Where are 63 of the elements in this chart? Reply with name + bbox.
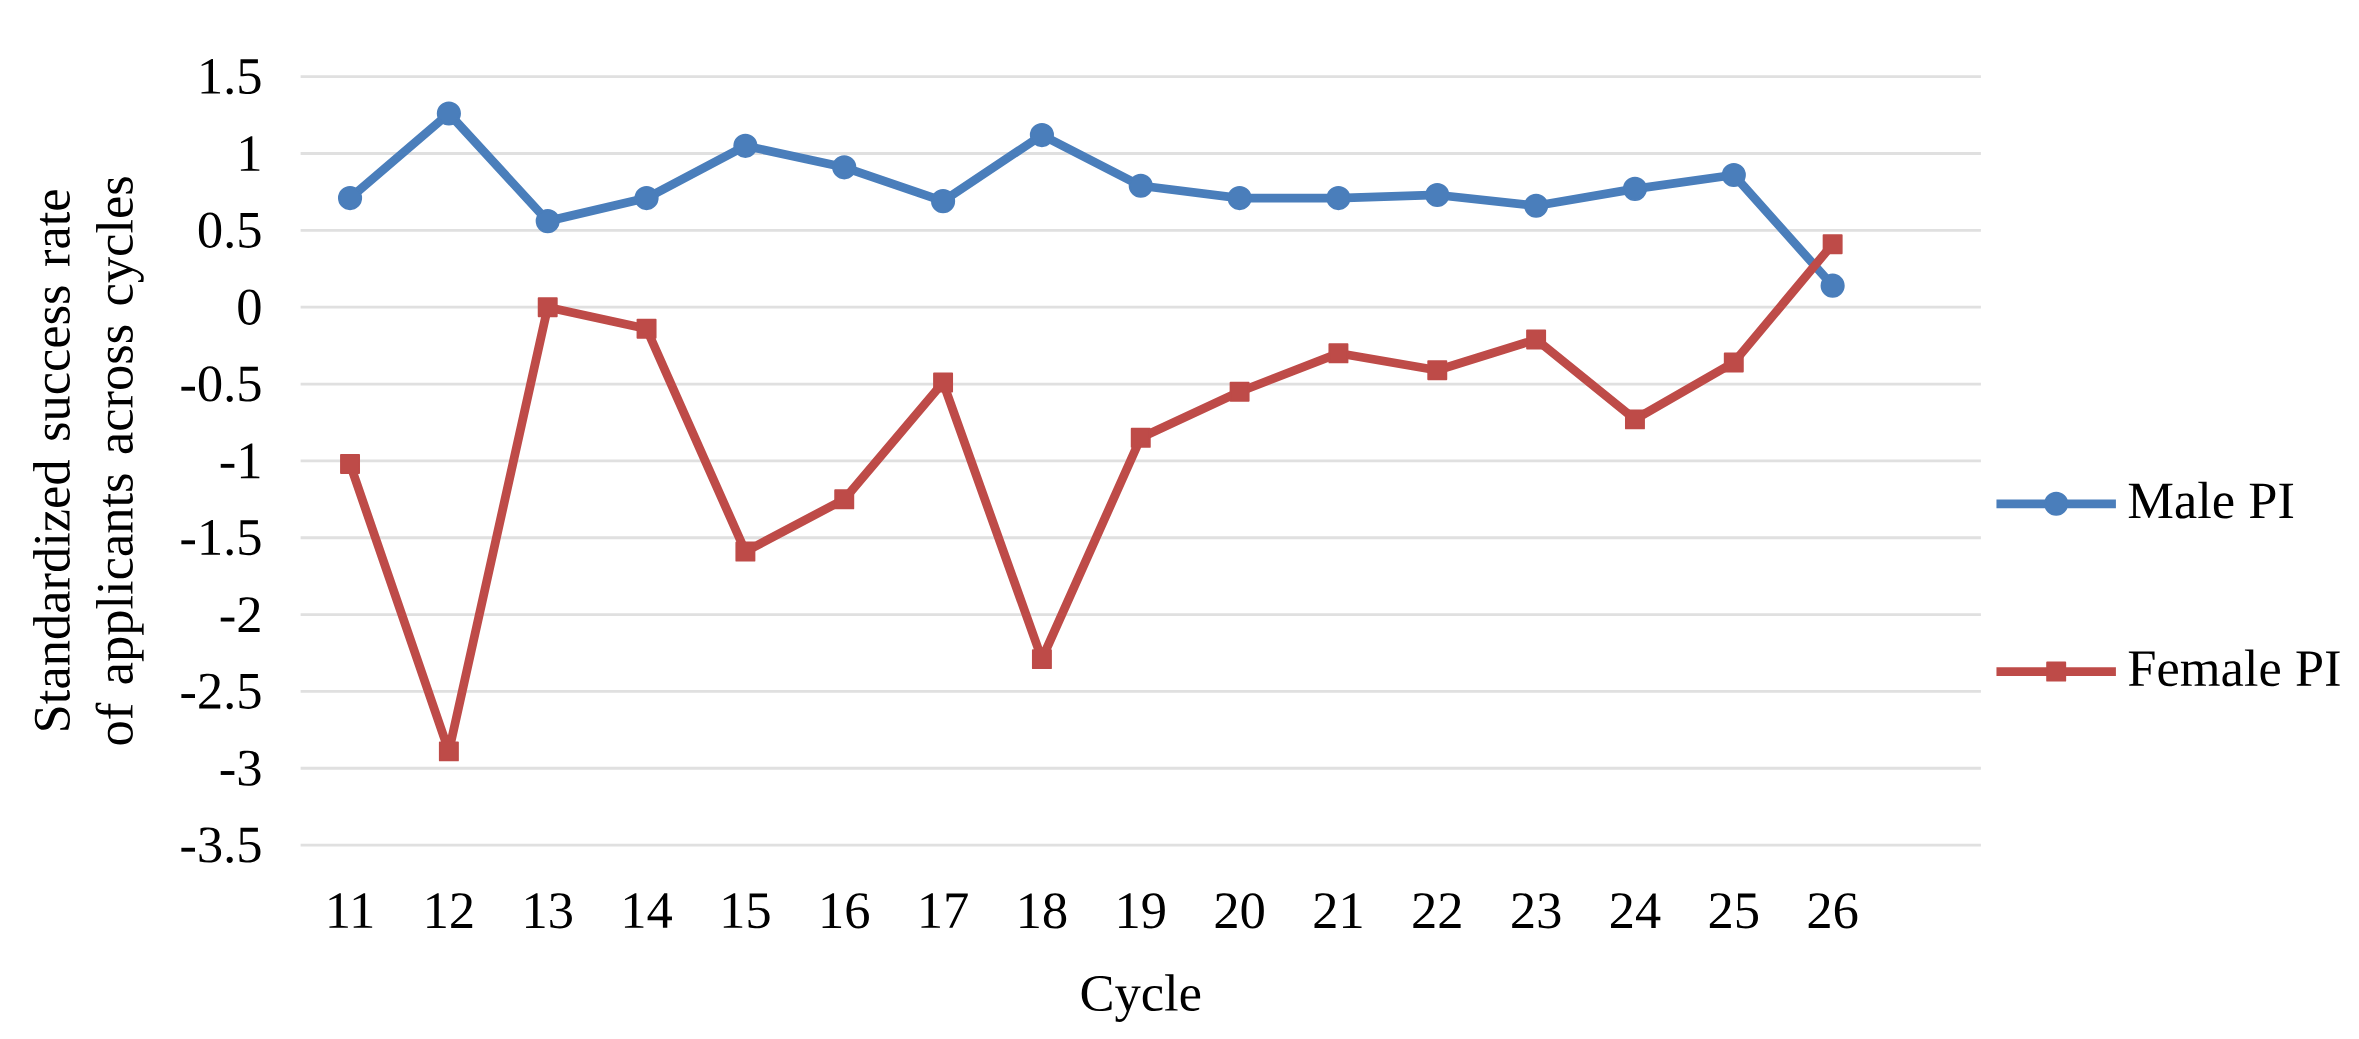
point — [1227, 185, 1252, 210]
x-tick-label: 19 — [1119, 892, 1165, 929]
point — [733, 133, 758, 158]
point — [636, 318, 657, 339]
point — [436, 101, 461, 126]
x-tick-label: 26 — [1808, 892, 1858, 929]
point — [933, 372, 954, 393]
point — [438, 741, 459, 762]
x-axis-title: Cycle — [1081, 974, 1201, 1022]
x-tick-label: 23 — [1512, 892, 1561, 929]
point — [535, 208, 560, 233]
point — [1721, 162, 1746, 187]
point — [1031, 648, 1052, 669]
point — [1723, 352, 1744, 373]
point — [1425, 182, 1450, 207]
x-tick-label: 11 — [329, 892, 373, 928]
x-tick-label: 21 — [1314, 892, 1362, 928]
x-tick-label: 14 — [624, 892, 672, 928]
point — [1326, 185, 1351, 210]
legend-label: Female PI — [2128, 649, 2340, 687]
point — [1822, 233, 1843, 254]
y-tick-label: -1.5 — [181, 519, 261, 556]
y-tick-label: 0.5 — [198, 212, 261, 248]
point — [1427, 360, 1448, 380]
legend-label: Male PI — [2128, 481, 2294, 519]
y-tick-label: 0 — [238, 289, 261, 325]
point — [1128, 173, 1153, 198]
point — [337, 185, 363, 210]
y-tick-label: -3.5 — [181, 827, 261, 863]
x-tick-label: 20 — [1215, 892, 1264, 929]
point — [1622, 176, 1648, 201]
point — [340, 453, 361, 474]
y-tick-label: -0.5 — [181, 366, 261, 402]
x-tick-label: 15 — [723, 892, 770, 929]
point — [1524, 193, 1549, 218]
x-tick-label: 16 — [822, 892, 869, 929]
point — [1624, 409, 1645, 430]
point — [832, 155, 857, 180]
y-tick-label: -3 — [220, 750, 261, 786]
y-tick-label: 1 — [240, 135, 260, 171]
point — [634, 185, 659, 210]
point — [1820, 273, 1845, 298]
y-tick-label: 1.5 — [201, 58, 261, 95]
x-tick-label: 25 — [1709, 892, 1758, 929]
point — [1029, 122, 1054, 147]
x-tick-label: 22 — [1413, 892, 1461, 928]
point — [735, 541, 756, 562]
point — [1229, 381, 1250, 402]
point — [1328, 343, 1349, 364]
point — [537, 296, 558, 317]
x-tick-label: 12 — [427, 892, 473, 928]
x-tick-label: 17 — [921, 892, 968, 928]
x-tick-label: 18 — [1020, 892, 1067, 929]
x-tick-label: 13 — [526, 892, 572, 929]
point — [834, 489, 855, 510]
x-tick-label: 24 — [1611, 892, 1661, 928]
y-tick-label: -2 — [220, 597, 260, 632]
point — [1130, 427, 1151, 448]
y-axis-title: Standardized success rate of applicants across cycles — [33, 176, 144, 745]
y-tick-label: -1 — [220, 443, 260, 478]
point — [1526, 329, 1547, 350]
point — [931, 188, 956, 213]
y-tick-label: -2.5 — [181, 673, 261, 709]
